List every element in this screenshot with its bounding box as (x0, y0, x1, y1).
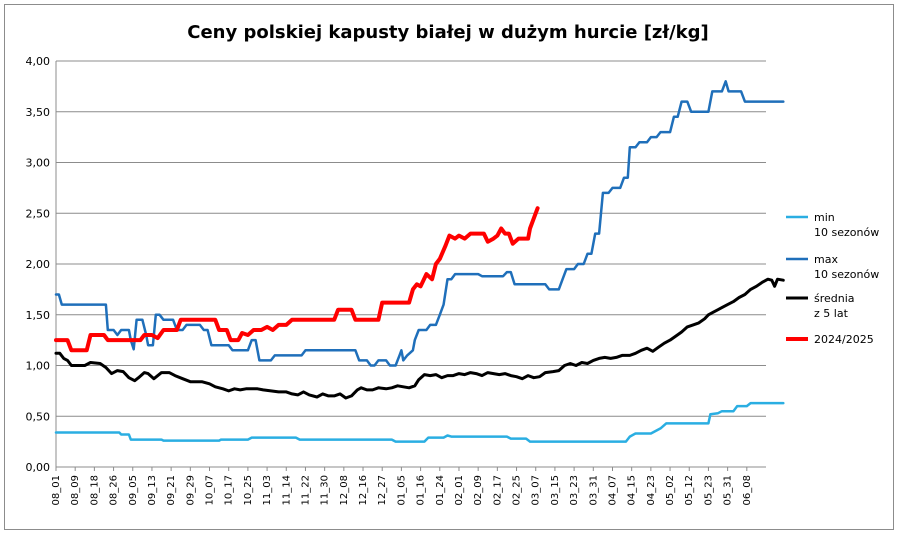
x-tick-label: 01_05 (396, 475, 407, 505)
legend: min 10 sezonów max 10 sezonów średnia z 5 lat… (786, 211, 879, 346)
x-tick-label: 10_07 (205, 475, 216, 505)
x-tick-label: 05_12 (684, 475, 695, 505)
x-tick-label: 05_31 (723, 475, 734, 505)
x-tick-label: 09_05 (128, 475, 139, 505)
chart-frame (4, 4, 894, 530)
y-tick-label: 4,00 (26, 55, 51, 68)
x-tick-label: 12_27 (377, 475, 388, 505)
series-line-1 (54, 80, 785, 367)
x-tick-label: 08_09 (70, 475, 81, 505)
y-tick-label: 2,50 (26, 207, 51, 220)
x-tick-label: 05_23 (703, 475, 714, 505)
x-tick-label: 09_29 (185, 475, 196, 505)
x-tick-label: 01_24 (435, 475, 446, 505)
x-tick-label: 01_16 (416, 475, 427, 505)
x-tick-label: 04_15 (627, 475, 638, 505)
x-tick-label: 02_25 (512, 475, 523, 505)
legend-label: 2024/2025 (814, 333, 874, 346)
x-tick-label: 02_01 (454, 475, 465, 505)
series-line-2 (54, 277, 785, 400)
y-tick-label: 0,50 (26, 410, 51, 423)
legend-label: 10 sezonów (814, 268, 879, 281)
legend-label: średnia (814, 292, 855, 305)
x-tick-label: 03_07 (531, 475, 542, 505)
y-tick-label: 0,00 (26, 461, 51, 474)
y-tick-label: 3,50 (26, 106, 51, 119)
x-tick-label: 11_03 (262, 475, 273, 505)
gridlines (56, 60, 766, 468)
y-tick-label: 1,50 (26, 309, 51, 322)
axes: 0,00 0,50 1,00 1,50 2,00 2,50 3,00 3,50 4,00 08_0… (26, 55, 766, 505)
x-tick-label: 09_21 (166, 475, 177, 505)
x-tick-label: 03_31 (588, 475, 599, 505)
legend-label: min (814, 211, 835, 224)
x-tick-label: 08_18 (89, 475, 100, 505)
y-tick-label: 3,00 (26, 157, 51, 170)
x-tick-label: 04_07 (607, 475, 618, 505)
series-line-3 (54, 206, 540, 353)
series-lines (54, 80, 785, 443)
series-line-0 (54, 401, 785, 443)
legend-label: z 5 lat (814, 307, 849, 320)
x-tick-label: 02_09 (473, 475, 484, 505)
x-tick-label: 12_08 (339, 475, 350, 505)
x-tick-label: 02_17 (492, 475, 503, 505)
legend-label: max (814, 253, 838, 266)
x-tick-label: 06_08 (742, 475, 753, 505)
x-tick-label: 08_01 (51, 475, 62, 505)
x-tick-label: 10_25 (243, 475, 254, 505)
x-tick-label: 11_14 (281, 475, 292, 505)
legend-label: 10 sezonów (814, 226, 879, 239)
x-tick-label: 08_26 (109, 475, 120, 505)
x-tick-label: 11_22 (300, 475, 311, 505)
x-tick-label: 05_02 (665, 475, 676, 505)
x-tick-label: 04_23 (646, 475, 657, 505)
x-tick-label: 03_15 (550, 475, 561, 505)
x-tick-label: 10_17 (224, 475, 235, 505)
x-tick-label: 12_16 (358, 475, 369, 505)
x-tick-label: 11_30 (320, 475, 331, 505)
x-tick-label: 09_13 (147, 475, 158, 505)
chart-title: Ceny polskiej kapusty białej w dużym hur… (187, 22, 709, 43)
y-tick-label: 1,00 (26, 360, 51, 373)
y-tick-label: 2,00 (26, 258, 51, 271)
x-tick-label: 03_23 (569, 475, 580, 505)
